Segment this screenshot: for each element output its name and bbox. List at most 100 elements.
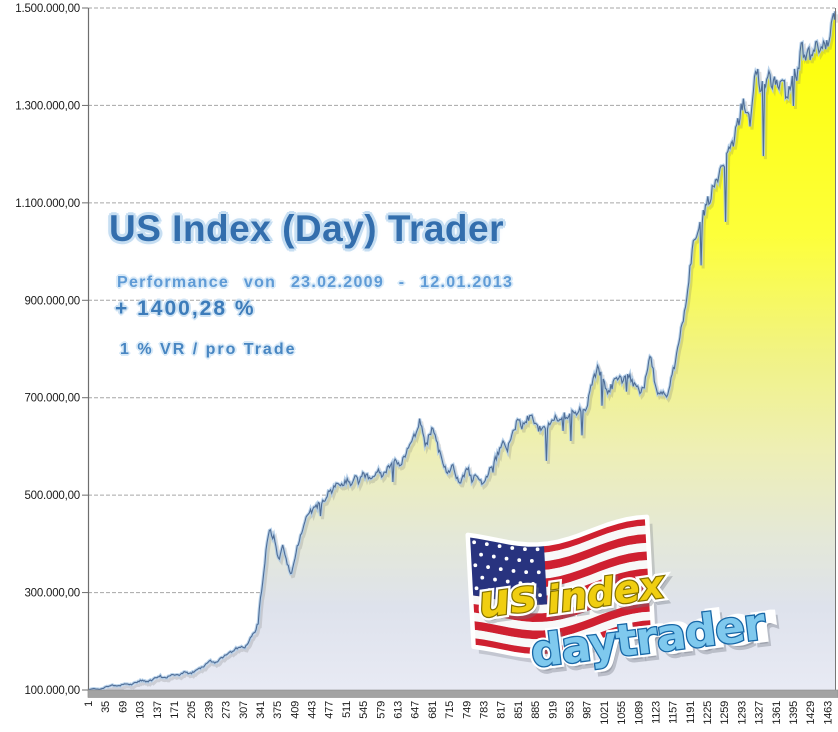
logo-wordmark: us index daytrader us index daytrader us…	[472, 559, 783, 686]
flag-star	[523, 547, 527, 552]
x-axis-label: 545	[358, 701, 370, 719]
flag-stripe	[473, 620, 653, 657]
x-axis-label: 443	[307, 701, 319, 719]
performance-value: + 1400,28 %	[115, 297, 256, 320]
x-axis-label: 477	[324, 701, 336, 719]
flag-star	[479, 552, 483, 557]
logo-word-us-outline: us	[475, 570, 539, 629]
flag-rim	[465, 514, 656, 659]
x-axis-label: 579	[375, 701, 387, 719]
x-axis-label: 919	[547, 701, 559, 719]
x-axis-label: 409	[289, 701, 301, 719]
flag-star	[525, 593, 530, 597]
x-axis-label: 1021	[599, 701, 611, 725]
flag-star	[512, 592, 517, 596]
flag-star	[473, 563, 478, 568]
x-axis-label: 681	[427, 701, 439, 719]
chart-title: US Index (Day) Trader	[109, 208, 505, 249]
flag-star	[497, 544, 502, 549]
x-axis-label: 69	[117, 701, 129, 713]
flag-canton	[467, 534, 548, 605]
flag-stripe	[472, 602, 652, 640]
flag-star	[531, 581, 535, 586]
flag-star	[504, 556, 509, 561]
flag-star	[500, 590, 504, 594]
equity-line	[87, 11, 836, 691]
flag-stripe	[471, 585, 652, 622]
flag-star	[474, 586, 479, 591]
flag-stripe	[470, 577, 651, 614]
x-axis-label: 1	[83, 701, 95, 707]
x-axis-label: 1157	[668, 701, 680, 724]
flag-star	[505, 579, 510, 584]
x-axis-label: 1395	[788, 701, 800, 725]
x-axis: 1 35 69 103 137 171 205 239 273 307 341 375 409 443 47…	[83, 701, 834, 725]
y-axis-label: 1.300.000,00	[15, 100, 80, 112]
flag-star	[517, 558, 522, 563]
y-axis-label: 700.000,00	[24, 393, 80, 405]
x-axis-label: 851	[513, 701, 525, 719]
x-axis-label: 171	[169, 701, 181, 719]
flag-stripe	[471, 594, 652, 631]
y-axis-label: 900.000,00	[24, 295, 80, 307]
x-axis-label: 953	[565, 701, 577, 719]
x-axis-label: 103	[135, 701, 147, 719]
x-axis-label: 1055	[616, 701, 628, 725]
x-axis-label: 273	[221, 701, 233, 719]
us-flag-icon	[465, 514, 659, 664]
x-axis-label: 1361	[771, 701, 783, 725]
flag-star	[510, 546, 515, 550]
flag-star	[518, 581, 523, 586]
x-axis-label: 647	[410, 701, 422, 719]
flag-star	[472, 540, 477, 545]
flag-star	[491, 554, 496, 559]
chart-subtitle: Performance von 23.02.2009 - 12.01.2013	[117, 274, 514, 291]
brand-logo: us index daytrader us index daytrader us…	[465, 514, 783, 686]
flag-star	[493, 577, 497, 582]
x-axis-label: 987	[582, 701, 594, 719]
x-axis-label: 137	[152, 701, 164, 719]
flag-star	[538, 593, 542, 598]
y-axis-label: 1.500.000,00	[15, 3, 80, 15]
flag-star	[529, 558, 534, 563]
x-axis-label: 307	[238, 701, 250, 719]
logo-word-us: us	[475, 570, 539, 629]
flag-star	[511, 569, 516, 573]
x-axis-label: 1225	[702, 701, 714, 725]
risk-note: 1 % VR / pro Trade	[120, 341, 297, 358]
x-axis-label: 205	[186, 701, 198, 719]
x-axis-label: 1429	[805, 701, 817, 725]
x-axis-label: 885	[530, 701, 542, 719]
flag-star	[498, 567, 503, 572]
x-axis-label: 1259	[719, 701, 731, 725]
x-axis-label: 1191	[685, 701, 697, 724]
x-axis-label: 817	[496, 701, 508, 719]
x-axis-label: 1293	[736, 701, 748, 725]
y-axis-label: 300.000,00	[24, 588, 80, 600]
x-axis-label: 35	[100, 701, 112, 713]
x-axis-label: 1327	[754, 701, 766, 725]
flag-star	[487, 588, 492, 592]
x-axis-label: 715	[444, 701, 456, 719]
flag-star	[486, 565, 490, 569]
x-axis-label: 511	[341, 701, 353, 718]
y-axis-label: 100.000,00	[24, 685, 80, 697]
flag-star	[524, 570, 529, 575]
flag-star	[535, 547, 540, 552]
y-axis-label: 500.000,00	[24, 490, 80, 502]
x-axis-label: 783	[479, 701, 491, 719]
y-axis-label: 1.100.000,00	[15, 198, 80, 210]
x-axis-label: 341	[255, 701, 267, 719]
x-axis-label: 749	[461, 701, 473, 719]
logo-word-us-shadow: us	[478, 573, 542, 632]
flag-stripe	[472, 611, 653, 648]
x-axis-label: 1089	[633, 701, 645, 725]
flag-star	[484, 542, 489, 547]
x-axis-label: 375	[272, 701, 284, 719]
x-axis-bar	[87, 689, 838, 698]
x-axis-label: 239	[203, 701, 215, 719]
x-axis-label: 613	[393, 701, 405, 719]
flag-star	[480, 575, 485, 580]
y-axis: 1.500.000,00 1.300.000,00 1.100.000,00 900.…	[15, 3, 88, 697]
